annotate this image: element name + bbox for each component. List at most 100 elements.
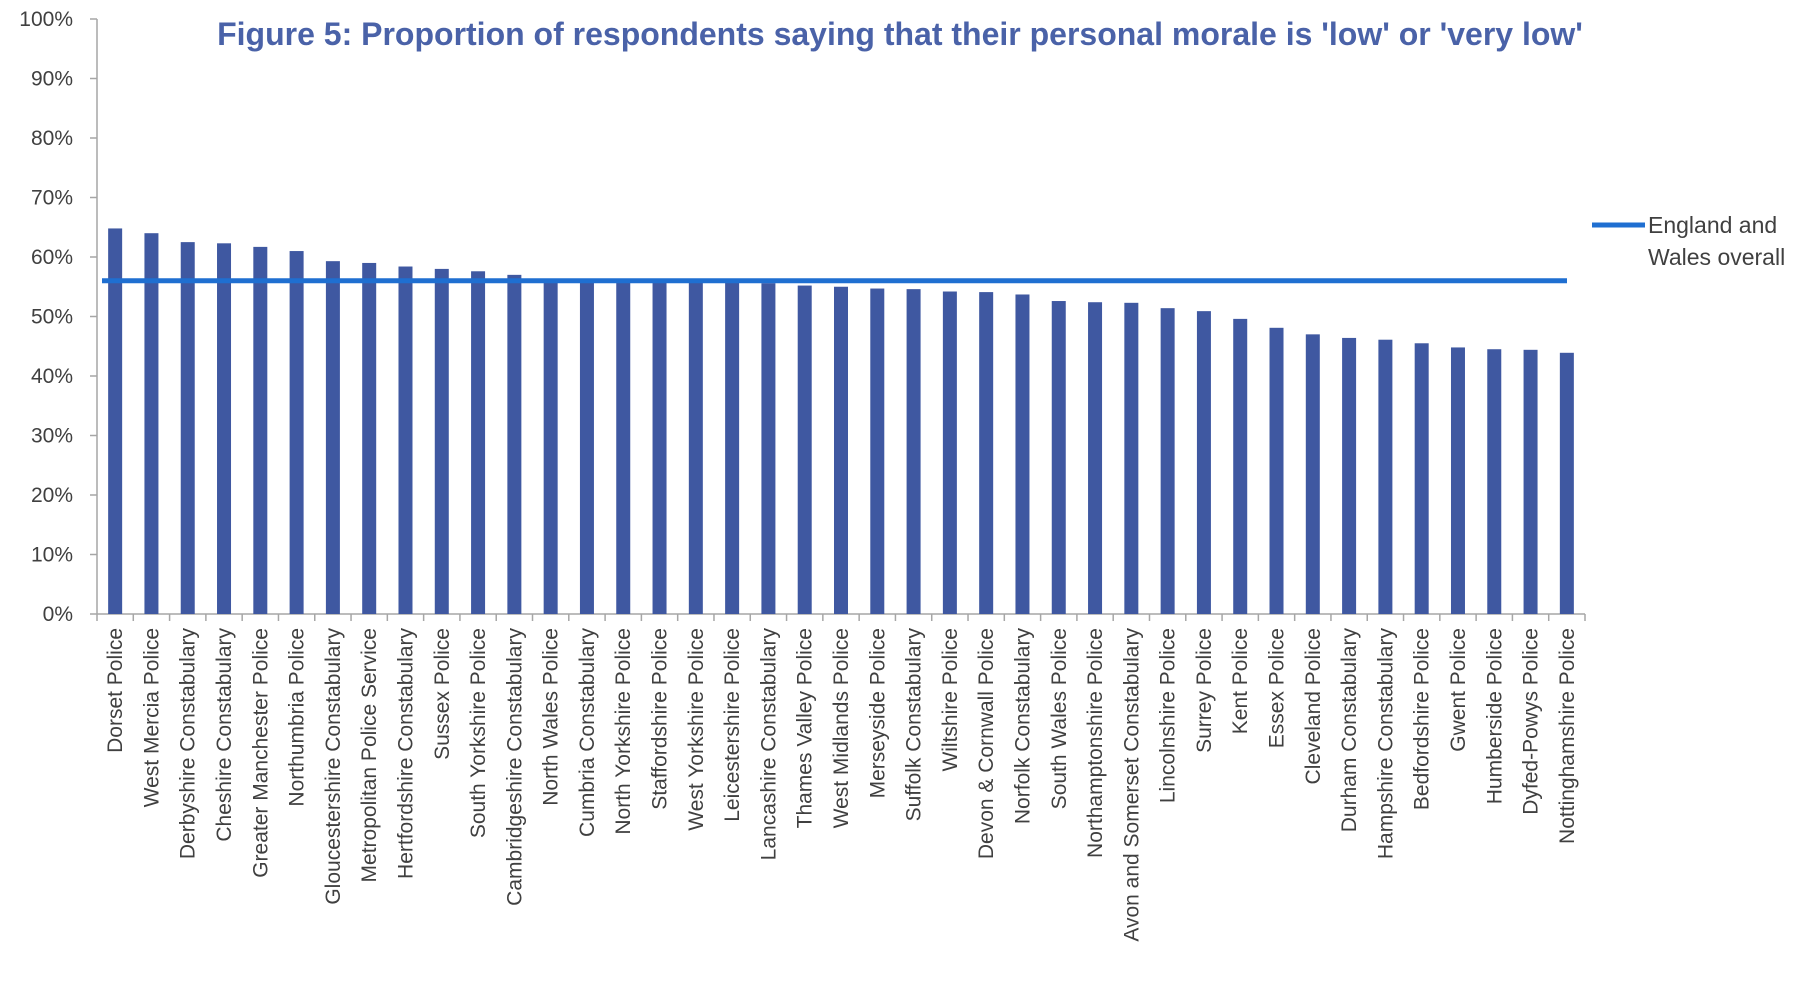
bar — [725, 282, 740, 614]
bar — [325, 261, 340, 614]
x-tick-label: Derbyshire Constabulary — [177, 628, 200, 860]
bar — [688, 281, 703, 614]
bar — [253, 246, 268, 614]
y-tick-label: 10% — [31, 544, 73, 567]
bar — [1160, 308, 1175, 614]
x-tick-label: Cambridgeshire Constabulary — [503, 628, 526, 906]
bar — [906, 289, 921, 614]
x-tick-label: Surrey Police — [1193, 628, 1216, 753]
bar — [180, 242, 195, 614]
bar — [797, 285, 812, 614]
bar — [1523, 349, 1538, 614]
bar — [1305, 334, 1320, 614]
bar — [834, 286, 848, 614]
y-tick-label: 50% — [31, 306, 73, 329]
x-tick-label: Northamptonshire Police — [1084, 628, 1107, 858]
x-tick-label: Cheshire Constabulary — [213, 628, 236, 842]
bar — [434, 268, 449, 614]
legend-label: Wales overall — [1648, 244, 1785, 270]
x-tick-label: Dyfed-Powys Police — [1520, 628, 1543, 815]
x-tick-label: North Wales Police — [540, 628, 563, 806]
bar — [1124, 302, 1139, 614]
y-tick-label: 40% — [31, 365, 73, 388]
bar — [398, 266, 413, 614]
x-tick-label: Gwent Police — [1447, 628, 1470, 752]
y-tick-label: 20% — [31, 484, 73, 507]
bar — [1559, 352, 1574, 614]
x-tick-label: Thames Valley Police — [794, 628, 817, 828]
bar — [1269, 327, 1284, 614]
y-tick-label: 60% — [31, 246, 73, 269]
bar — [979, 292, 994, 614]
chart-title: Figure 5: Proportion of respondents sayi… — [217, 16, 1583, 52]
x-tick-label: Durham Constabulary — [1338, 628, 1361, 833]
bar — [1378, 339, 1393, 614]
x-tick-label: Humberside Police — [1483, 628, 1506, 804]
x-tick-label: Kent Police — [1229, 628, 1252, 734]
x-axis-labels: Dorset Police West Mercia Police Derbyshir… — [104, 628, 1579, 942]
x-tick-label: Suffolk Constabulary — [903, 628, 926, 822]
x-tick-label: Lancashire Constabulary — [757, 628, 780, 861]
bar — [1015, 294, 1030, 614]
bar — [761, 283, 776, 614]
bar — [362, 262, 377, 614]
x-tick-label: Leicestershire Police — [721, 628, 744, 822]
x-tick-label: Hertfordshire Constabulary — [394, 628, 417, 879]
bar — [471, 271, 486, 614]
bar — [217, 243, 232, 614]
bar — [1487, 349, 1502, 614]
x-tick-label: Nottinghamshire Police — [1556, 628, 1579, 844]
bar — [870, 288, 885, 614]
legend: England and Wales overall — [1592, 212, 1785, 270]
x-tick-label: Merseyside Police — [866, 628, 889, 798]
bar — [1088, 302, 1103, 614]
bar — [108, 228, 123, 614]
x-tick-label: West Yorkshire Police — [685, 628, 708, 831]
bar-series — [108, 228, 1574, 615]
bar — [507, 274, 522, 614]
bar — [616, 280, 631, 614]
y-tick-label: 90% — [31, 68, 73, 91]
x-tick-label: Metropolitan Police Service — [358, 628, 381, 882]
x-tick-label: South Wales Police — [1048, 628, 1071, 809]
x-tick-label: Cleveland Police — [1302, 628, 1325, 784]
x-tick-label: North Yorkshire Police — [612, 628, 635, 835]
x-tick-label: Dorset Police — [104, 628, 127, 753]
y-axis: 0% 10% 20% 30% 40% 50% 60% 70% 80% 90% 100% — [19, 8, 1586, 626]
y-tick-label: 70% — [31, 187, 73, 210]
bar — [1450, 347, 1465, 614]
bar — [543, 279, 558, 614]
bar — [1196, 311, 1211, 614]
bar — [289, 251, 304, 615]
x-tick-label: Northumbria Police — [286, 628, 309, 807]
bar — [1233, 318, 1248, 614]
bar — [942, 291, 957, 614]
x-tick-label: West Midlands Police — [830, 628, 853, 828]
y-tick-label: 100% — [19, 8, 73, 31]
y-tick-label: 80% — [31, 127, 73, 150]
x-tick-label: Avon and Somerset Constabulary — [1120, 628, 1143, 942]
x-tick-label: South Yorkshire Police — [467, 628, 490, 838]
bar — [1414, 343, 1429, 614]
y-tick-label: 30% — [31, 425, 73, 448]
bar — [579, 280, 594, 614]
bar — [1342, 337, 1357, 614]
x-tick-label: Bedfordshire Police — [1411, 628, 1434, 810]
bar — [652, 281, 667, 614]
x-tick-label: Essex Police — [1266, 628, 1289, 748]
x-tick-label: West Mercia Police — [140, 628, 163, 807]
x-tick-label: Staffordshire Police — [649, 628, 672, 810]
x-tick-label: Wiltshire Police — [939, 628, 962, 772]
x-tick-label: Cumbria Constabulary — [576, 628, 599, 837]
x-tick-label: Lincolnshire Police — [1157, 628, 1180, 803]
x-tick-label: Hampshire Constabulary — [1374, 628, 1397, 860]
y-tick-label: 0% — [43, 603, 73, 626]
x-tick-label: Devon & Cornwall Police — [975, 628, 998, 859]
bar — [144, 233, 159, 614]
x-tick-label: Gloucestershire Constabulary — [322, 628, 345, 905]
bar — [1051, 301, 1066, 614]
x-tick-label: Greater Manchester Police — [249, 628, 272, 878]
x-tick-label: Norfolk Constabulary — [1011, 628, 1034, 825]
